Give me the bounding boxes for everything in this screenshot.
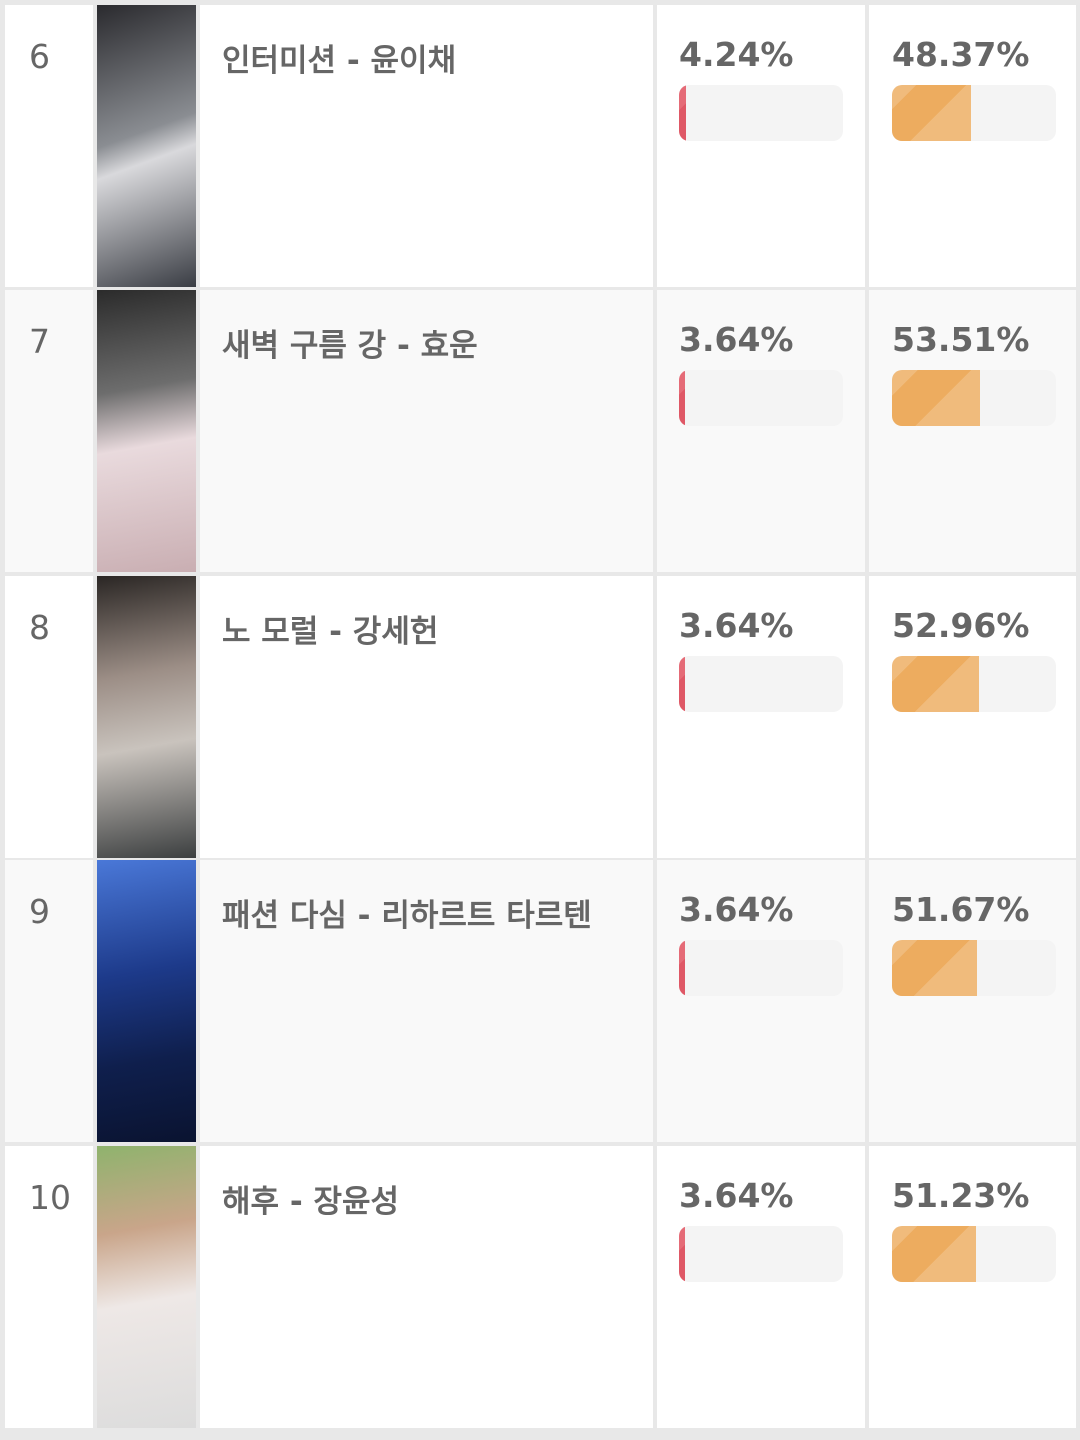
percent-cell-1: 3.64%: [657, 860, 865, 1142]
percent-label-1: 3.64%: [679, 890, 794, 929]
progress-fill-1: [679, 370, 685, 426]
progress-fill-1: [679, 656, 685, 712]
progress-fill-1: [679, 1226, 685, 1282]
progress-fill-1: [679, 940, 685, 996]
percent-cell-2: 53.51%: [869, 290, 1076, 572]
progress-bar-2: [892, 656, 1056, 712]
percent-label-1: 3.64%: [679, 1176, 794, 1215]
percent-label-1: 3.64%: [679, 320, 794, 359]
progress-bar-1: [679, 85, 843, 141]
character-thumbnail[interactable]: [97, 5, 196, 287]
rank-number: 9: [29, 892, 50, 931]
character-name: 새벽 구름 강 - 효운: [222, 328, 478, 364]
table-row[interactable]: 6 인터미션 - 윤이채 4.24% 48.37%: [0, 5, 1080, 287]
rank-number: 6: [29, 37, 50, 76]
progress-bar-1: [679, 370, 843, 426]
rank-number: 8: [29, 608, 50, 647]
progress-bar-2: [892, 85, 1056, 141]
progress-bar-2: [892, 1226, 1056, 1282]
character-thumbnail[interactable]: [97, 860, 196, 1142]
character-thumbnail[interactable]: [97, 576, 196, 858]
name-cell: 해후 - 장윤성: [200, 1146, 653, 1428]
table-row[interactable]: 10 해후 - 장윤성 3.64% 51.23%: [0, 1146, 1080, 1428]
character-name: 해후 - 장윤성: [222, 1184, 400, 1220]
rank-cell: 9: [5, 860, 93, 1142]
percent-cell-1: 4.24%: [657, 5, 865, 287]
character-thumbnail[interactable]: [97, 290, 196, 572]
progress-fill-2: [892, 656, 979, 712]
progress-fill-1: [679, 85, 686, 141]
progress-fill-2: [892, 1226, 977, 1282]
name-cell: 새벽 구름 강 - 효운: [200, 290, 653, 572]
percent-cell-1: 3.64%: [657, 1146, 865, 1428]
progress-fill-2: [892, 940, 977, 996]
percent-label-2: 52.96%: [892, 606, 1030, 645]
rank-cell: 6: [5, 5, 93, 287]
percent-label-1: 3.64%: [679, 606, 794, 645]
progress-bar-1: [679, 656, 843, 712]
percent-label-2: 48.37%: [892, 35, 1030, 74]
table-row[interactable]: 9 패션 다심 - 리하르트 타르텐 3.64% 51.67%: [0, 860, 1080, 1142]
character-name: 노 모럴 - 강세헌: [222, 614, 439, 650]
percent-label-2: 53.51%: [892, 320, 1030, 359]
percent-label-1: 4.24%: [679, 35, 794, 74]
rank-number: 10: [29, 1178, 71, 1217]
name-cell: 인터미션 - 윤이채: [200, 5, 653, 287]
progress-fill-2: [892, 370, 980, 426]
rank-number: 7: [29, 322, 50, 361]
progress-fill-2: [892, 85, 972, 141]
percent-cell-2: 48.37%: [869, 5, 1076, 287]
rank-cell: 8: [5, 576, 93, 858]
progress-bar-2: [892, 370, 1056, 426]
character-thumbnail[interactable]: [97, 1146, 196, 1428]
name-cell: 노 모럴 - 강세헌: [200, 576, 653, 858]
percent-cell-2: 52.96%: [869, 576, 1076, 858]
percent-cell-1: 3.64%: [657, 290, 865, 572]
table-row[interactable]: 8 노 모럴 - 강세헌 3.64% 52.96%: [0, 576, 1080, 858]
rank-cell: 10: [5, 1146, 93, 1428]
character-name: 인터미션 - 윤이채: [222, 43, 457, 79]
progress-bar-1: [679, 1226, 843, 1282]
rank-cell: 7: [5, 290, 93, 572]
progress-bar-2: [892, 940, 1056, 996]
table-row[interactable]: 7 새벽 구름 강 - 효운 3.64% 53.51%: [0, 290, 1080, 572]
progress-bar-1: [679, 940, 843, 996]
percent-cell-2: 51.23%: [869, 1146, 1076, 1428]
character-name: 패션 다심 - 리하르트 타르텐: [222, 898, 592, 934]
percent-cell-2: 51.67%: [869, 860, 1076, 1142]
percent-label-2: 51.23%: [892, 1176, 1030, 1215]
percent-cell-1: 3.64%: [657, 576, 865, 858]
name-cell: 패션 다심 - 리하르트 타르텐: [200, 860, 653, 1142]
percent-label-2: 51.67%: [892, 890, 1030, 929]
